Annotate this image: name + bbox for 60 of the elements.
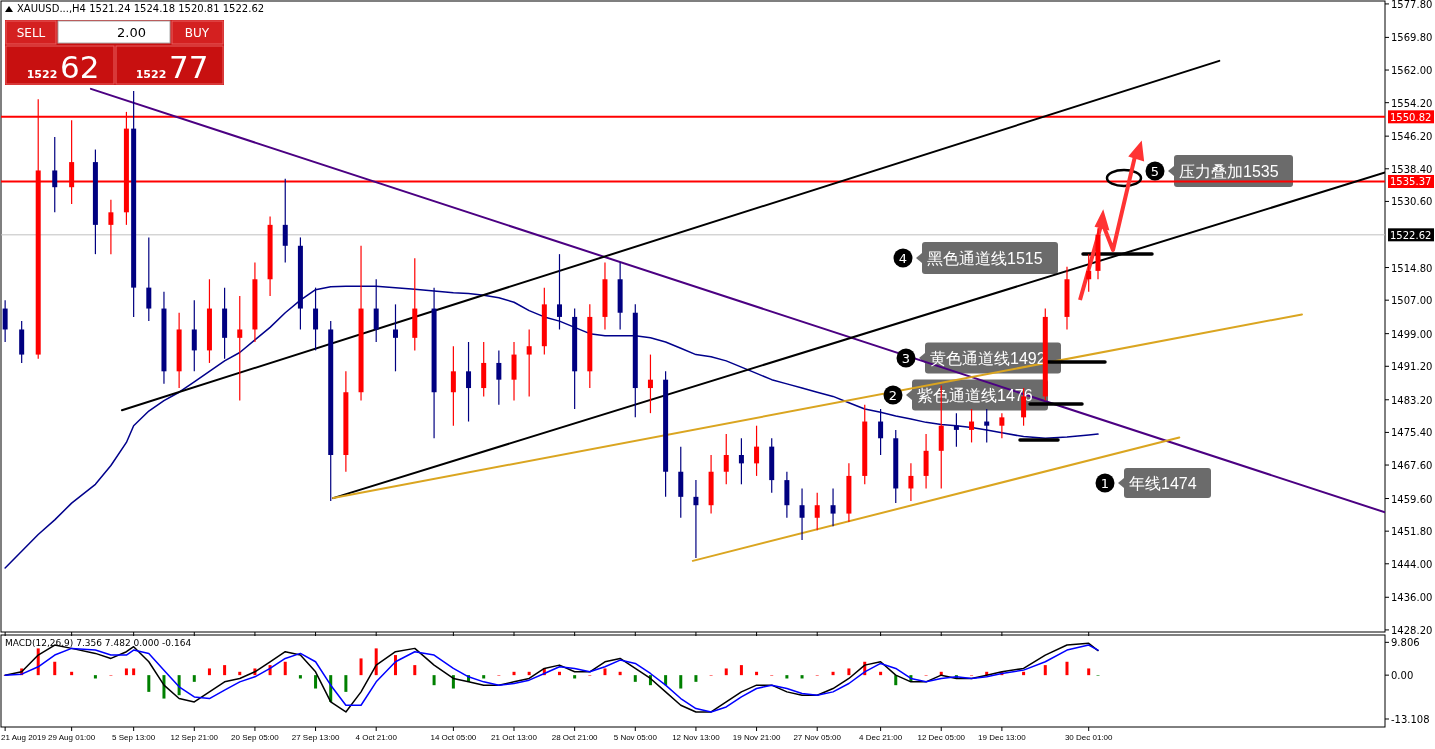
ref-line-label: 1522.62 — [1390, 229, 1432, 241]
y-tick-label: 1436.00 — [1391, 592, 1433, 604]
y-tick-label: 1554.20 — [1391, 97, 1433, 109]
annotation: 2.00 — [117, 25, 146, 40]
y-tick-label: 1507.00 — [1391, 295, 1433, 307]
y-tick-label: 1569.80 — [1391, 32, 1433, 44]
y-tick-label: 1530.60 — [1391, 196, 1433, 208]
x-tick-label: 12 Dec 05:00 — [917, 733, 966, 742]
x-tick-label: 5 Sep 13:00 — [112, 733, 156, 742]
y-tick-label: 1475.40 — [1391, 427, 1433, 439]
annotation: 77 — [169, 49, 209, 85]
annotation: 1 — [1100, 476, 1110, 491]
x-tick-label: 5 Nov 05:00 — [613, 733, 658, 742]
y-tick-label: 1499.00 — [1391, 328, 1433, 340]
x-tick-label: 14 Oct 05:00 — [430, 733, 477, 742]
annotation: 压力叠加1535 — [1179, 163, 1279, 180]
y-tick-label: 9.806 — [1391, 637, 1420, 649]
y-tick-label: 1459.60 — [1391, 493, 1433, 505]
y-tick-label: 1483.20 — [1391, 394, 1433, 406]
ref-line-label: 1535.37 — [1390, 176, 1432, 188]
annotation: 3 — [901, 351, 911, 366]
annotation: 62 — [60, 49, 100, 85]
chart-title: MACD(12,26,9) 7.356 7.482 0.000 -0.164 — [5, 638, 192, 648]
x-tick-label: 12 Sep 21:00 — [170, 733, 219, 742]
annotation: 4 — [898, 251, 908, 266]
x-tick-label: 20 Sep 05:00 — [231, 733, 280, 742]
x-tick-label: 12 Nov 13:00 — [672, 733, 721, 742]
y-tick-label: 1514.80 — [1391, 262, 1433, 274]
annotation: 黑色通道线1515 — [927, 250, 1043, 267]
y-tick-label: 0.00 — [1391, 670, 1414, 682]
x-tick-label: 29 Aug 01:00 — [48, 733, 96, 742]
x-tick-label: 28 Oct 21:00 — [551, 733, 599, 742]
y-tick-label: -13.108 — [1391, 714, 1430, 725]
x-tick-label: 19 Nov 21:00 — [732, 733, 781, 742]
x-tick-label: 4 Oct 21:00 — [355, 733, 398, 742]
y-tick-label: 1577.80 — [1391, 0, 1433, 10]
x-tick-label: 27 Sep 13:00 — [291, 733, 340, 742]
y-tick-label: 1467.60 — [1391, 460, 1433, 472]
annotation: BUY — [184, 26, 210, 40]
y-tick-label: 1491.20 — [1391, 361, 1433, 373]
y-tick-label: 1451.80 — [1391, 526, 1433, 538]
annotation: 年线1474 — [1129, 475, 1197, 492]
annotation: 1522 — [135, 68, 167, 81]
y-tick-label: 1562.00 — [1391, 65, 1433, 77]
annotation: 2 — [888, 388, 898, 403]
annotation: SELL — [16, 26, 46, 40]
annotation: 1522 — [26, 68, 58, 81]
x-tick-label: 4 Dec 21:00 — [859, 733, 903, 742]
x-tick-label: 27 Nov 05:00 — [793, 733, 842, 742]
chart-title: XAUUSD...,H4 1521.24 1524.18 1520.81 1522.62 — [17, 3, 265, 14]
y-tick-label: 1428.20 — [1391, 624, 1433, 636]
x-tick-label: 21 Oct 13:00 — [491, 733, 538, 742]
y-tick-label: 1538.40 — [1391, 163, 1433, 175]
y-tick-label: 1546.20 — [1391, 131, 1433, 143]
x-tick-label: 19 Dec 13:00 — [978, 733, 1027, 742]
x-tick-label: 30 Dec 01:00 — [1064, 733, 1114, 742]
ref-line-label: 1550.82 — [1390, 111, 1432, 123]
annotation: 5 — [1150, 164, 1160, 179]
y-tick-label: 1444.00 — [1391, 558, 1433, 570]
x-tick-label: 21 Aug 2019 — [1, 733, 47, 742]
